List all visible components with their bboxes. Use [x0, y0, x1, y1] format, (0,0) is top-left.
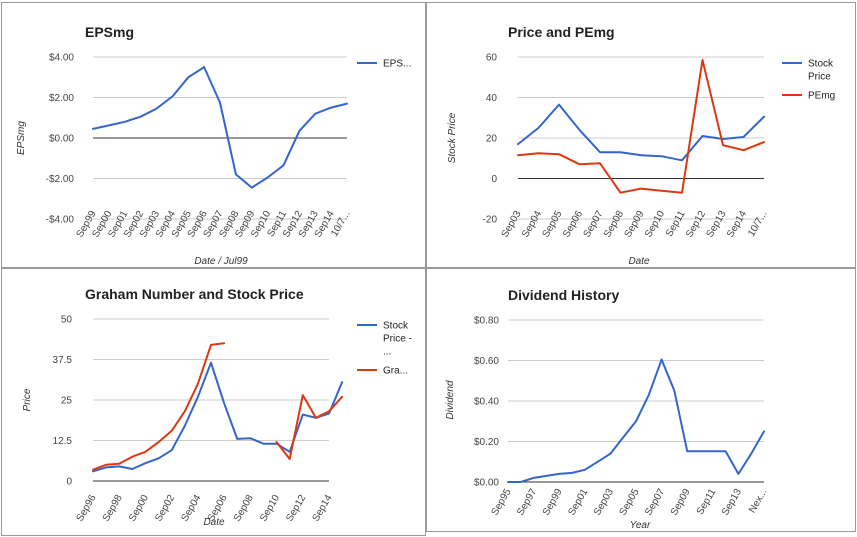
y-tick-label: $0.80: [474, 316, 499, 327]
graham-chart: Graham Number and Stock Price 0 12.5 25 37.5…: [22, 286, 412, 528]
x-tick-label: Nex...: [747, 487, 770, 515]
eps-chart: EPSmg-$4.00-$2.00$0.00$2.00$4.00Sep99Sep…: [16, 24, 411, 267]
x-tick-label: Sep13: [720, 487, 744, 518]
x-tick-label: Sep10: [643, 209, 667, 240]
x-axis-title: Date / Jul99: [194, 256, 248, 267]
y-tick-label: $0.00: [474, 478, 499, 489]
x-tick-label: 10/7...: [746, 209, 769, 239]
legend-label: PEmg: [808, 91, 835, 102]
y-tick-label: 40: [486, 93, 498, 104]
chart-title: EPSmg: [85, 24, 134, 40]
series-line-stock-price: [517, 103, 765, 162]
series-line-stock-price: [92, 361, 344, 473]
x-tick-label: Sep10: [258, 493, 282, 524]
x-tick-label: Sep00: [127, 493, 151, 524]
chart-panel-graham: Graham Number and Stock Price 0 12.5 25 37.5…: [1, 268, 426, 536]
y-tick-label: 0: [491, 174, 497, 185]
x-tick-label: Sep07: [643, 487, 667, 518]
chart-panel-price-pe: Price and PEmg -20 0 20 40 60 Sep03 Sep04 Sep05 S…: [426, 2, 856, 268]
y-tick-label: -20: [483, 215, 498, 226]
x-tick-label: Sep09: [669, 487, 693, 518]
x-axis-title: Date: [628, 256, 650, 267]
series-line-pemg: [517, 59, 765, 194]
x-tick-label: Sep04: [179, 493, 203, 524]
x-tick-label: Sep97: [515, 487, 539, 518]
y-tick-label: -$4.00: [46, 215, 75, 226]
y-tick-label: $2.00: [49, 93, 74, 104]
chart-title: Price and PEmg: [508, 24, 615, 40]
x-axis-title: Year: [630, 520, 651, 531]
series-line-continued-0: [507, 358, 765, 483]
x-tick-label: Sep95: [490, 487, 514, 518]
y-tick-label: -$2.00: [46, 174, 75, 185]
x-tick-label: Sep98: [101, 493, 125, 524]
x-tick-label: Sep14: [725, 209, 749, 240]
x-tick-label: Sep96: [75, 493, 99, 524]
chart-title: Dividend History: [508, 287, 619, 303]
y-axis-title: Stock Price: [447, 112, 458, 163]
x-tick-label: Sep02: [153, 493, 177, 524]
y-tick-label: $4.00: [49, 53, 74, 64]
y-axis-title: EPSmg: [16, 121, 27, 155]
y-tick-label: 12.5: [53, 436, 73, 447]
x-tick-label: Sep99: [541, 487, 565, 518]
y-tick-label: 25: [61, 396, 73, 407]
y-axis-title: Price: [22, 388, 33, 411]
y-tick-label: $0.00: [49, 134, 74, 145]
y-tick-label: 0: [66, 477, 72, 488]
y-tick-label: $0.20: [474, 437, 499, 448]
x-tick-label: Sep08: [232, 493, 256, 524]
chart-panel-eps: EPSmg -$4.00 -$2.00 $0.00 $2.00 $4.00 Sep99 Sep…: [1, 2, 426, 268]
x-axis-title: Date: [203, 517, 225, 528]
x-tick-label: Sep12: [284, 493, 308, 524]
legend-label: Stock Price: [808, 59, 834, 83]
y-tick-label: $0.40: [474, 397, 499, 408]
y-tick-label: 50: [61, 315, 73, 326]
y-tick-label: $0.60: [474, 356, 499, 367]
y-axis-title: Dividend: [445, 380, 456, 419]
x-tick-label: Sep03: [592, 487, 616, 518]
y-tick-label: 60: [486, 53, 498, 64]
x-tick-label: Sep01: [566, 487, 590, 518]
y-tick-label: 20: [486, 134, 498, 145]
x-tick-label: Sep05: [618, 487, 642, 518]
price-pe-chart: Price and PEmg-200204060Sep03Sep04Sep05S…: [447, 24, 835, 267]
series-line-continued-2: [275, 394, 344, 460]
chart-panel-dividend: Dividend History $0.00 $0.20 $0.40 $0.60 $0.8…: [426, 268, 856, 532]
legend-label: Stock Price -...: [383, 321, 412, 358]
chart-title: Graham Number and Stock Price: [85, 286, 304, 302]
series-line-eps: [92, 66, 348, 189]
y-tick-label: 37.5: [53, 355, 73, 366]
legend-label: Gra...: [383, 366, 408, 377]
dividend-chart: Dividend History $0.00 $0.20 $0.40 $0.60 $0.8…: [445, 287, 770, 531]
x-tick-label: Sep14: [311, 493, 335, 524]
series-line-gra: [92, 342, 226, 471]
legend-label: EPS...: [383, 59, 411, 70]
x-tick-label: Sep11: [695, 487, 719, 517]
